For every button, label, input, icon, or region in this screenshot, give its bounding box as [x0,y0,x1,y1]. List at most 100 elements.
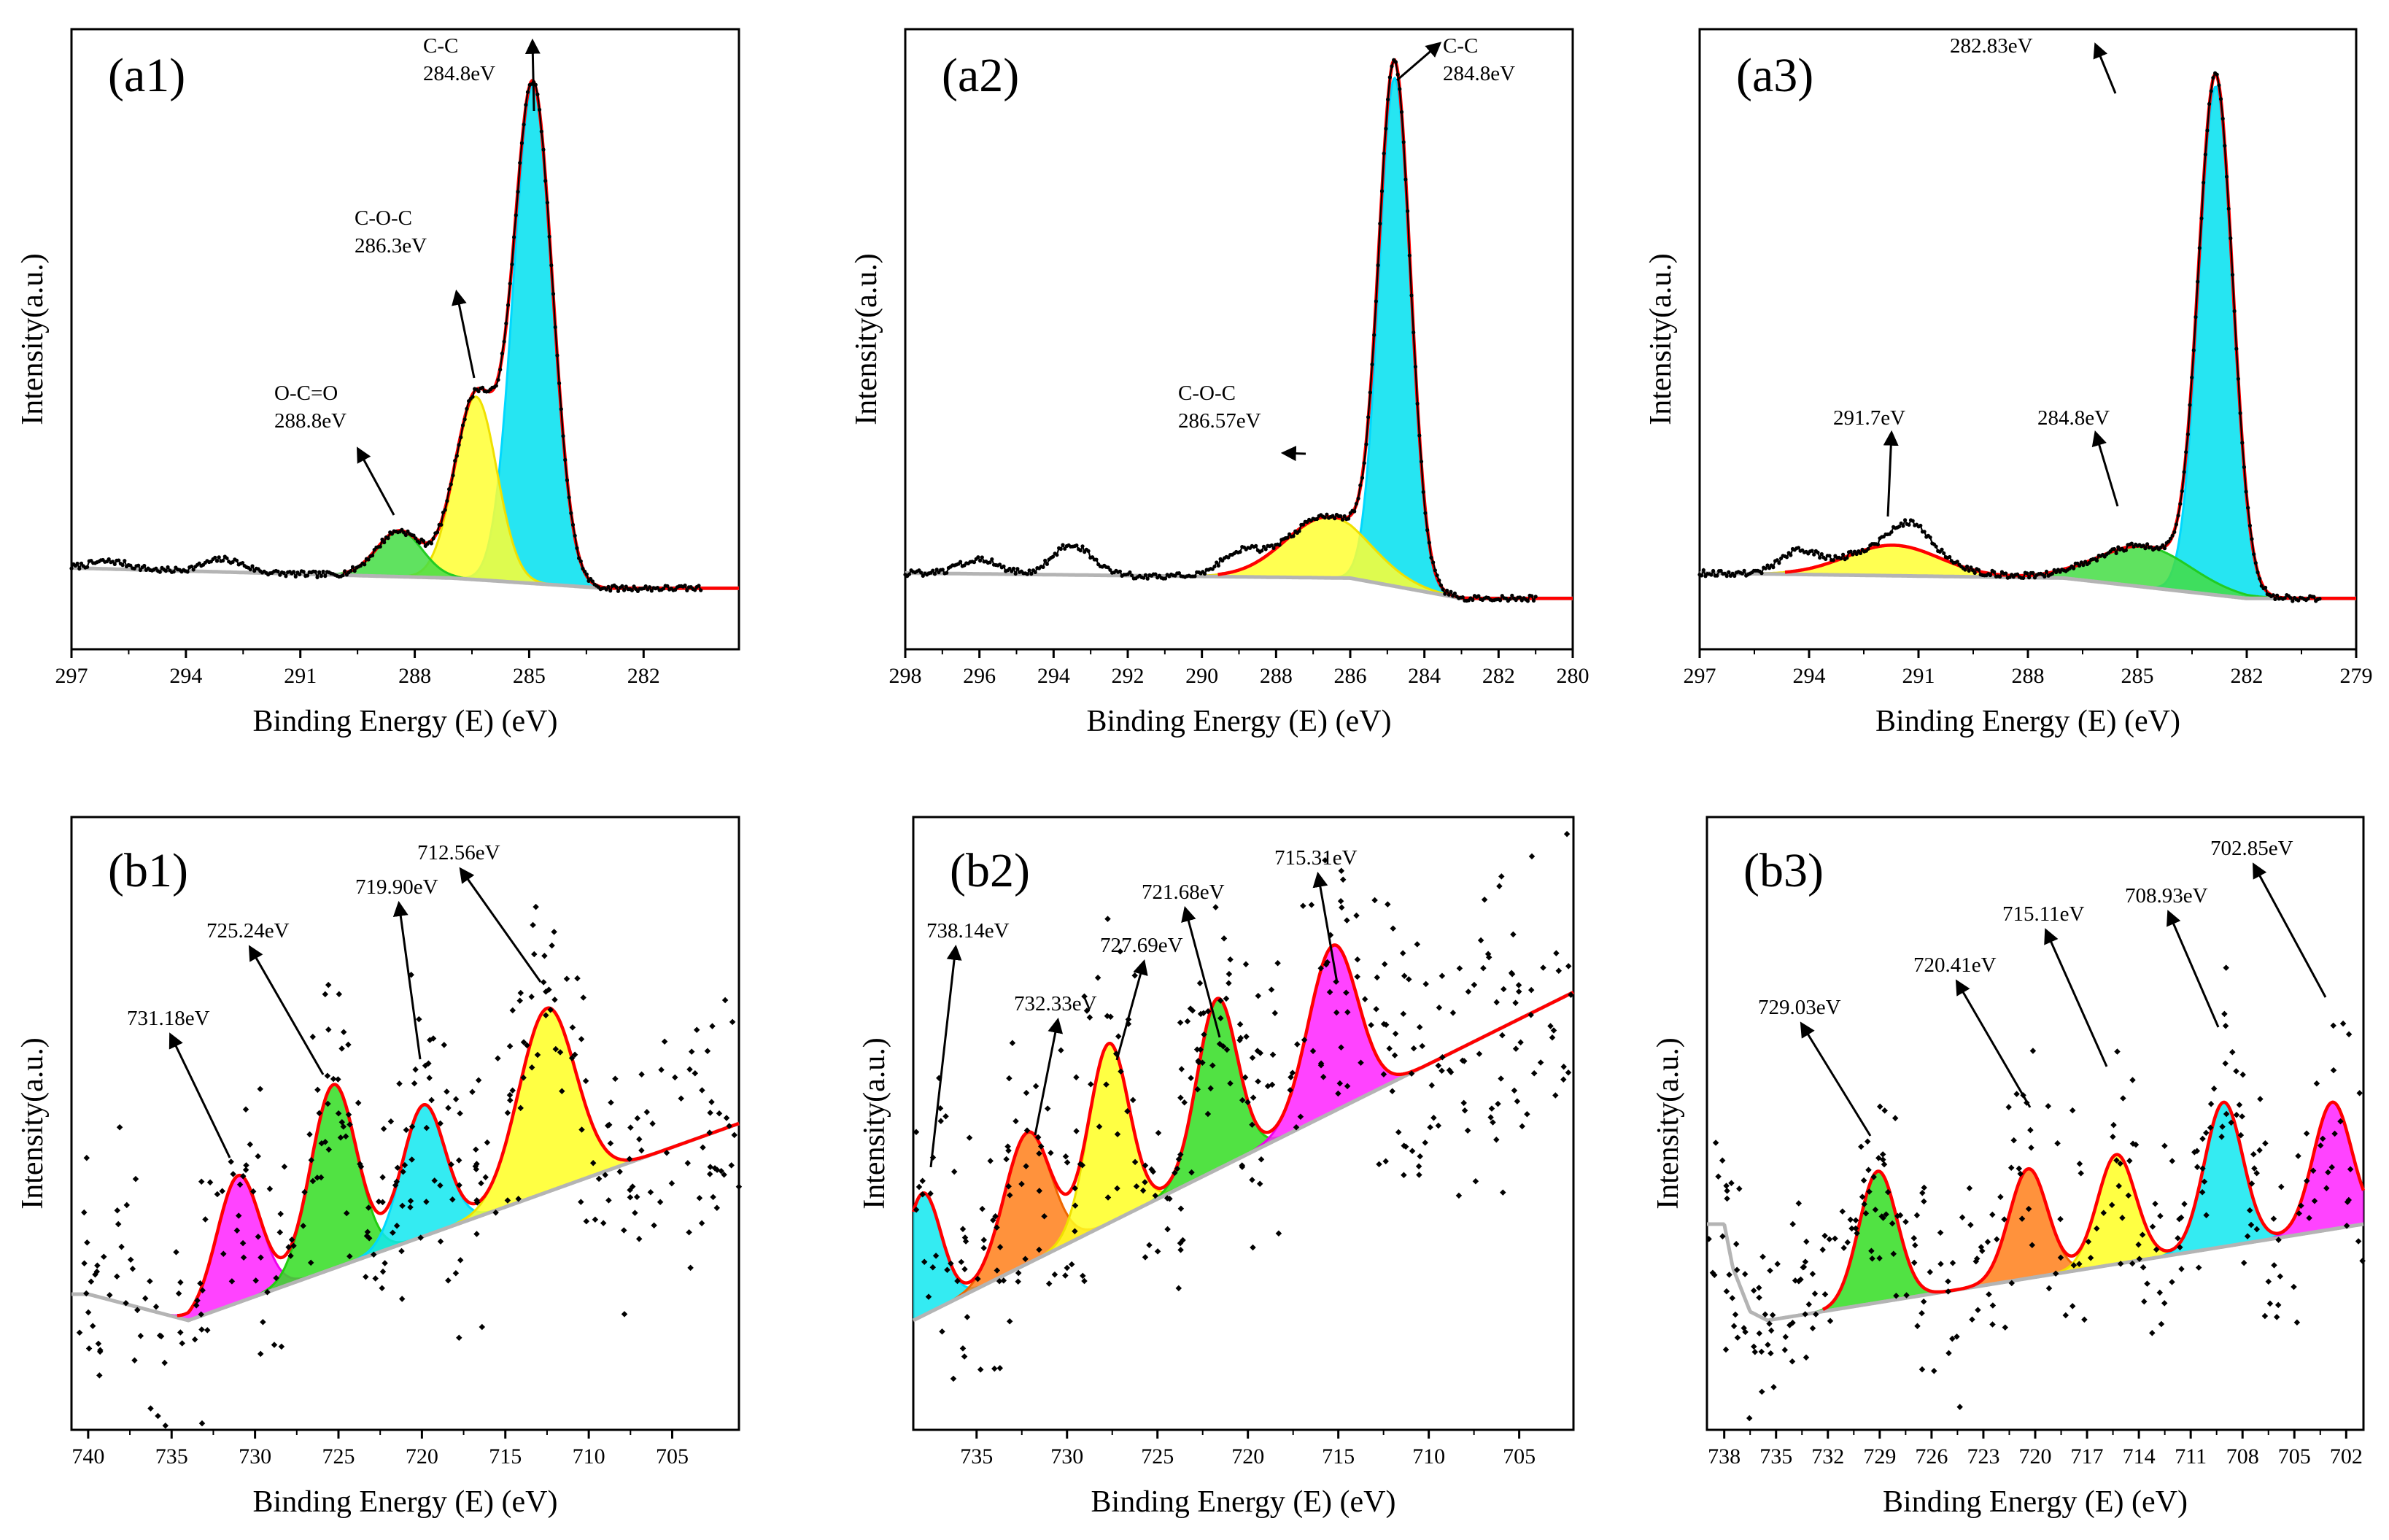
x-tick-label: 280 [1557,664,1590,688]
data-point [1966,1185,1973,1192]
annotation-arrow [2253,862,2327,998]
data-point [1537,1059,1544,1066]
data-point [2070,1262,2078,1269]
data-point [1236,1021,1244,1028]
x-tick-label: 732 [1811,1444,1844,1469]
data-point [2359,1258,2366,1264]
data-point [342,1133,349,1139]
data-point [696,1194,703,1202]
data-point [638,1147,645,1154]
data-point [1104,1194,1112,1201]
data-point [2309,1167,2317,1175]
data-point [409,1123,416,1130]
x-tick-label: 715 [1322,1444,1355,1469]
data-point [357,1163,365,1170]
y-axis-title: Intensity(a.u.) [850,253,883,425]
data-point [1058,1047,1064,1054]
data-point [2181,1201,2188,1207]
data-point [325,1100,331,1107]
data-point [979,1205,986,1212]
data-point [1333,1009,1340,1016]
data-point [1009,1040,1016,1047]
x-tick-label: 288 [1260,664,1293,688]
raw-data [1705,964,2366,1422]
x-tick-label: 298 [889,664,922,688]
data-point [530,921,536,929]
panel-b3: 738 735 732 729 726 723 720 717 714 711 708 705 702 B… [1652,816,2366,1519]
peak-fill-2 [958,1043,1259,1299]
data-point [2218,1133,2225,1140]
data-point [2339,1020,2347,1027]
data-point [1826,1236,1833,1243]
data-point [2191,1149,2198,1156]
data-point [1217,1015,1224,1022]
data-point [1858,1143,1865,1150]
data-point [2126,1157,2133,1164]
annotation-arrow [1800,1021,1872,1137]
annotation-value: 286.57eV [1178,409,1261,433]
data-point [721,997,729,1004]
x-tick-label: 729 [1863,1444,1896,1469]
data-point [649,1121,656,1127]
data-point [1294,1041,1301,1048]
data-point [1023,1089,1030,1096]
data-point [1560,1076,1567,1083]
x-tick-label: 297 [1684,664,1716,688]
data-point [444,1088,450,1095]
data-point [422,1062,429,1069]
peak-fill-4 [1148,945,1518,1204]
data-point [1034,1134,1042,1141]
data-point [1501,986,1507,993]
data-point [2271,1262,2277,1269]
data-point [1142,1179,1148,1185]
data-point [1847,1216,1854,1223]
panel-b2: 735 730 725 720 715 710 705 Binding Energy (E) … [858,816,1575,1519]
data-point [1884,1188,1892,1196]
data-point [1767,1327,1775,1334]
x-tick-label: 290 [1185,664,1218,688]
data-point [1406,976,1412,983]
data-point [520,1039,527,1045]
data-point [398,1296,406,1302]
data-point [2132,1141,2140,1148]
data-point [1249,1177,1255,1183]
envelope-curve [177,1006,740,1317]
data-point [1728,1180,1735,1186]
annotation-arrow [2093,42,2117,94]
data-point [1072,1202,1079,1209]
data-point [379,1285,385,1291]
data-point [2069,1107,2076,1114]
data-point [1239,1164,1246,1170]
data-point [273,1274,279,1282]
annotation-label: 719.90eV [355,875,438,899]
data-point [699,1087,705,1094]
panel-label: (a3) [1736,49,1813,102]
data-point [1409,1148,1416,1154]
data-point [1249,1054,1256,1061]
data-point [1401,972,1408,979]
data-point [278,1343,285,1350]
data-point [2270,1215,2277,1222]
annotation-3: 708.93eV [2125,884,2220,1028]
data-point [1427,1123,1433,1131]
data-point [578,1036,585,1042]
data-point [335,1110,342,1117]
data-point [2129,1077,2136,1083]
data-point [688,1048,695,1055]
data-point [1912,1242,1918,1249]
data-point [726,1123,732,1129]
panel-label: (a2) [942,49,1019,102]
data-point [2117,1261,2124,1267]
data-point [193,1302,200,1309]
data-point [1080,1272,1086,1280]
annotation-arrow [929,944,962,1168]
data-point [2108,1202,2115,1209]
data-point [1068,1261,1075,1268]
data-point [929,1264,937,1271]
data-point [1390,925,1396,932]
y-axis-title: Intensity(a.u.) [16,253,50,425]
raw-data [69,80,703,594]
data-point [1402,1143,1409,1150]
data-point [1189,1007,1196,1014]
data-point [1937,1261,1944,1267]
